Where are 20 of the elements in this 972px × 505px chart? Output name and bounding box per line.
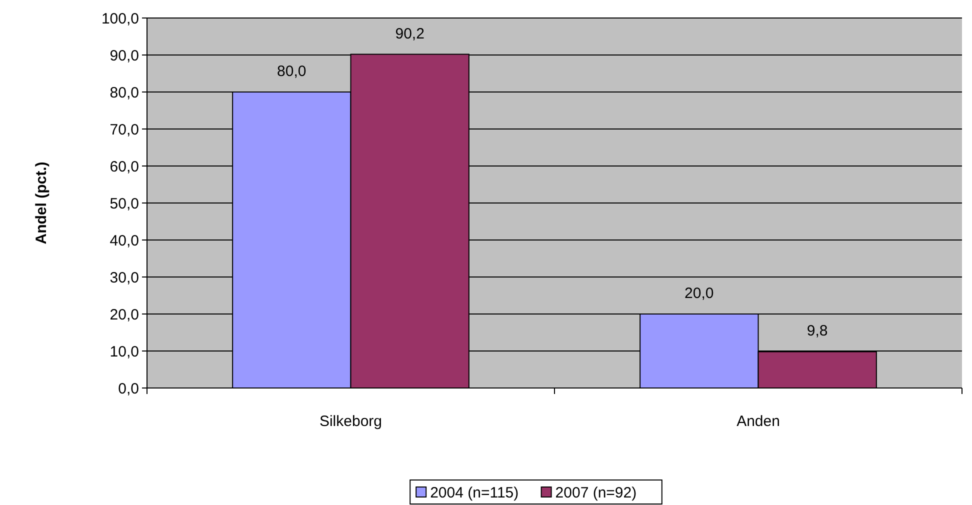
data-label: 9,8 [806, 322, 828, 340]
y-tick-label: 50,0 [110, 195, 139, 212]
x-tick-label: Silkeborg [319, 413, 382, 430]
y-tick-label: 0,0 [118, 380, 139, 398]
x-tick-label: Anden [736, 413, 780, 430]
y-tick-label: 70,0 [110, 121, 139, 138]
y-tick-label: 30,0 [110, 269, 139, 286]
legend-label: 2004 (n=115) [430, 484, 519, 502]
y-tick-label: 80,0 [110, 84, 139, 102]
y-tick-label: 20,0 [110, 306, 139, 324]
legend-label: 2007 (n=92) [555, 484, 637, 502]
y-tick-label: 90,0 [110, 47, 139, 64]
y-tick-label: 60,0 [110, 158, 139, 176]
data-label: 90,2 [395, 25, 424, 42]
y-axis-title: Andel (pct.) [33, 162, 50, 244]
y-tick-label: 10,0 [110, 343, 139, 360]
y-tick-label: 100,0 [101, 10, 139, 28]
data-label: 80,0 [277, 63, 306, 80]
y-tick-label: 40,0 [110, 232, 139, 250]
data-label: 20,0 [684, 285, 714, 302]
